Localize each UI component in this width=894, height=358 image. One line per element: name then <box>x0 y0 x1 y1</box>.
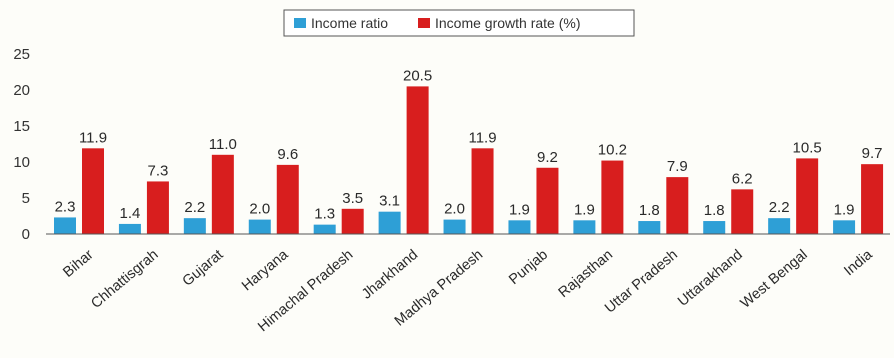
x-tick-label: India <box>841 246 876 279</box>
data-label: 7.3 <box>147 162 168 179</box>
bar-income-growth-rate <box>82 148 104 234</box>
bars <box>54 86 884 235</box>
data-label: 11.9 <box>79 129 107 146</box>
data-label: 7.9 <box>667 158 688 175</box>
data-label: 1.4 <box>119 205 140 222</box>
bar-income-growth-rate <box>276 164 299 234</box>
bar-income-growth-rate <box>146 181 169 234</box>
data-label: 3.1 <box>379 193 400 210</box>
x-tick-label: Bihar <box>60 247 96 281</box>
legend-swatch-income-growth-rate <box>418 18 430 28</box>
bar-income-growth-rate <box>731 189 754 234</box>
data-label: 10.5 <box>793 139 822 156</box>
data-label: 2.0 <box>249 201 270 218</box>
data-label: 1.9 <box>509 201 530 218</box>
x-tick-label: Chhattisgrah <box>88 247 161 312</box>
bar-income-ratio <box>703 221 726 234</box>
data-label: 2.3 <box>55 198 76 215</box>
legend-label-income-ratio: Income ratio <box>311 15 388 31</box>
bar-income-ratio <box>248 219 271 234</box>
legend: Income ratio Income growth rate (%) <box>283 9 635 37</box>
data-label: 9.2 <box>537 149 558 166</box>
x-tick-label: Rajasthan <box>556 247 616 301</box>
x-tick-label: West Bengal <box>738 247 811 312</box>
bar-income-growth-rate <box>796 158 819 234</box>
bar-income-ratio <box>768 218 791 234</box>
data-label: 11.0 <box>209 136 237 153</box>
y-tick-label: 5 <box>22 190 30 207</box>
bar-income-ratio <box>183 218 206 234</box>
y-axis: 0 5 10 15 20 25 <box>13 46 30 243</box>
data-label: 1.9 <box>574 201 595 218</box>
legend-label-income-growth-rate: Income growth rate (%) <box>435 15 581 31</box>
bar-income-growth-rate <box>666 177 689 234</box>
x-tick-label: Uttarakhand <box>675 247 746 310</box>
data-label: 3.5 <box>342 190 363 207</box>
data-label: 1.3 <box>314 206 335 223</box>
bar-income-growth-rate <box>406 86 429 235</box>
bar-income-ratio <box>573 220 596 234</box>
y-tick-label: 15 <box>13 118 30 135</box>
data-label: 1.8 <box>639 202 660 219</box>
x-tick-label: Gujarat <box>180 247 227 290</box>
bar-income-ratio <box>54 217 76 234</box>
data-label: 1.9 <box>834 201 855 218</box>
bar-income-ratio <box>443 219 466 234</box>
y-tick-label: 0 <box>22 226 30 243</box>
bar-income-growth-rate <box>601 160 624 234</box>
x-tick-label: Punjab <box>506 247 551 288</box>
y-tick-label: 25 <box>13 46 30 63</box>
data-label: 1.8 <box>704 202 725 219</box>
x-tick-label: Haryana <box>239 246 292 294</box>
data-label: 2.0 <box>444 201 465 218</box>
data-label: 11.9 <box>468 129 496 146</box>
bar-income-ratio <box>833 220 856 234</box>
bar-income-growth-rate <box>341 208 364 234</box>
data-labels: 2.3 11.9 1.4 7.3 2.2 11.0 2.0 9.6 1.3 3.5 3.1 20.5 2… <box>55 67 883 222</box>
bar-income-growth-rate <box>211 154 234 234</box>
y-tick-label: 20 <box>13 82 30 99</box>
legend-swatch-income-ratio <box>294 18 306 28</box>
data-label: 2.2 <box>769 199 790 216</box>
bar-income-growth-rate <box>471 148 494 234</box>
data-label: 2.2 <box>184 199 205 216</box>
bar-income-ratio <box>508 220 531 234</box>
data-label: 10.2 <box>598 142 627 159</box>
data-label: 6.2 <box>732 170 753 187</box>
bar-income-growth-rate <box>861 164 884 234</box>
legend-box <box>283 9 635 37</box>
data-label: 9.6 <box>277 146 298 163</box>
x-tick-label: Jharkhand <box>359 247 421 303</box>
bar-income-ratio <box>378 211 401 234</box>
y-tick-label: 10 <box>13 154 30 171</box>
bar-income-ratio <box>118 223 141 234</box>
bar-income-ratio <box>313 224 336 234</box>
data-label: 20.5 <box>403 67 432 84</box>
bar-income-growth-rate <box>536 167 559 234</box>
data-label: 9.7 <box>862 145 883 162</box>
bar-income-ratio <box>638 221 661 234</box>
